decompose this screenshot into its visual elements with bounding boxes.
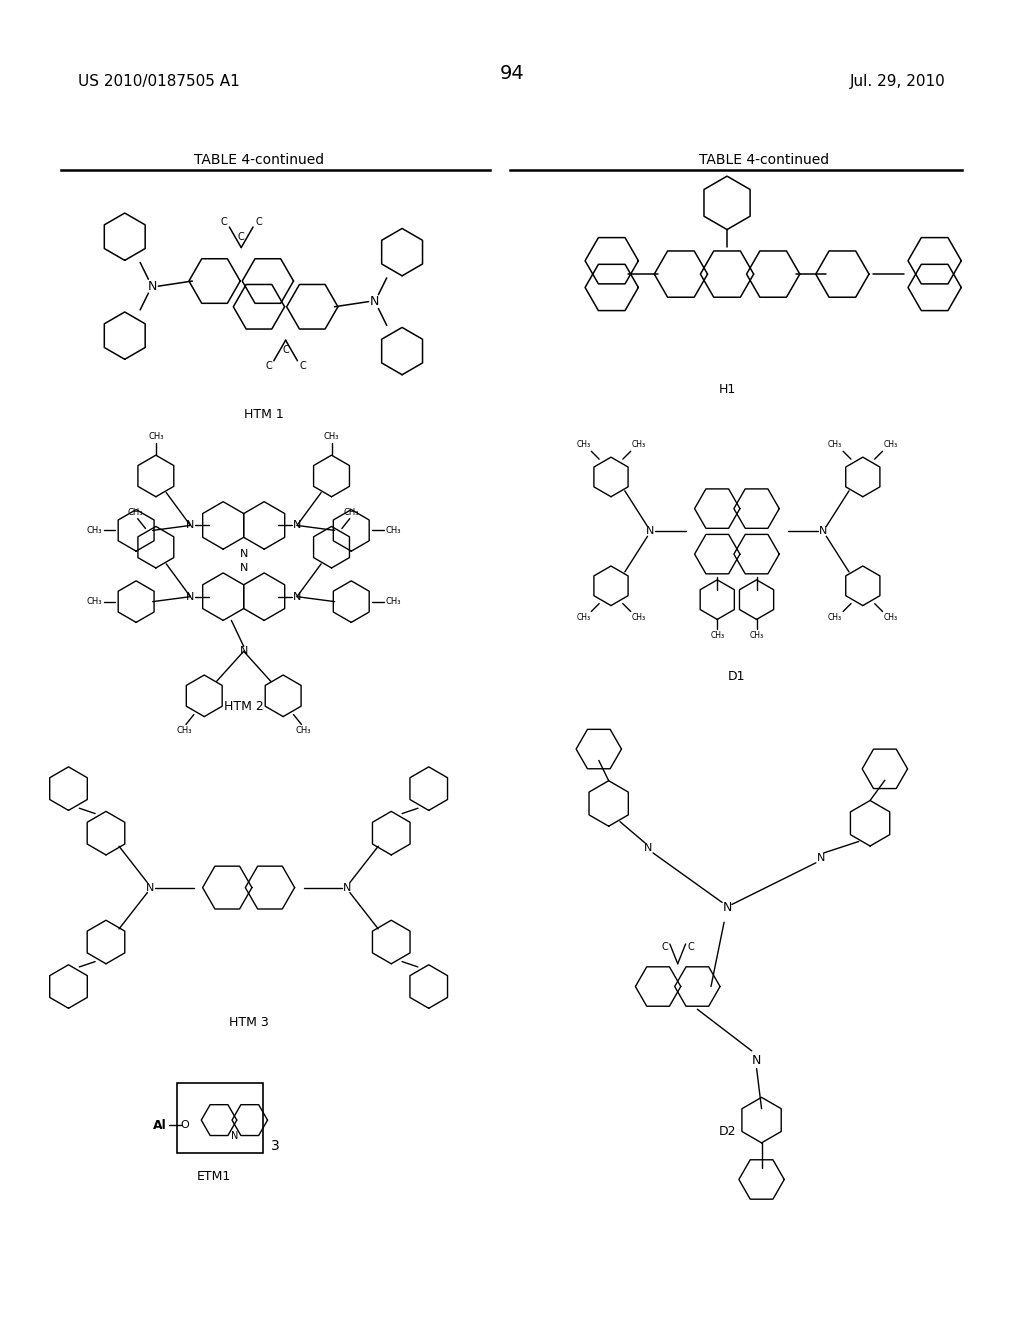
Text: N: N [370,296,379,308]
Text: C: C [283,346,289,355]
Text: CH₃: CH₃ [324,433,339,441]
Text: N: N [646,527,654,536]
Text: HTM 1: HTM 1 [244,408,284,421]
Text: O: O [180,1121,188,1130]
Text: N: N [147,280,157,293]
Text: Jul. 29, 2010: Jul. 29, 2010 [850,74,946,90]
Text: C: C [687,942,694,952]
Text: CH₃: CH₃ [750,631,764,640]
Text: CH₃: CH₃ [577,441,590,449]
Text: CH₃: CH₃ [632,614,646,623]
Text: N: N [240,549,248,558]
Text: CH₃: CH₃ [828,441,842,449]
Text: 3: 3 [271,1139,280,1152]
Text: CH₃: CH₃ [386,525,401,535]
Text: US 2010/0187505 A1: US 2010/0187505 A1 [78,74,240,90]
Text: N: N [230,1131,239,1142]
Text: C: C [662,942,668,952]
Text: CH₃: CH₃ [86,525,101,535]
Text: Al: Al [153,1118,167,1131]
Text: CH₃: CH₃ [828,614,842,623]
Text: N: N [240,564,248,573]
Text: TABLE 4-continued: TABLE 4-continued [699,153,829,168]
Text: N: N [343,883,351,892]
Text: CH₃: CH₃ [711,631,724,640]
Bar [176,1084,263,1152]
Text: N: N [293,520,301,531]
Text: CH₃: CH₃ [884,441,898,449]
Text: N: N [293,591,301,602]
Text: C: C [238,232,245,243]
Text: HTM 3: HTM 3 [228,1016,268,1030]
Text: ETM1: ETM1 [197,1170,231,1183]
Text: N: N [186,520,195,531]
Text: CH₃: CH₃ [176,726,191,735]
Text: CH₃: CH₃ [128,508,143,516]
Text: 94: 94 [500,65,524,83]
Text: CH₃: CH₃ [632,441,646,449]
Text: TABLE 4-continued: TABLE 4-continued [195,153,325,168]
Text: H1: H1 [719,383,735,396]
Text: N: N [722,900,732,913]
Text: N: N [816,853,825,863]
Text: CH₃: CH₃ [344,508,359,516]
Text: C: C [220,216,227,227]
Text: N: N [146,883,155,892]
Text: C: C [299,360,306,371]
Text: N: N [752,1055,761,1068]
Text: N: N [644,843,652,853]
Text: C: C [265,360,271,371]
Text: HTM 2: HTM 2 [224,700,263,713]
Text: N: N [186,591,195,602]
Text: CH₃: CH₃ [884,614,898,623]
Text: CH₃: CH₃ [386,597,401,606]
Text: D1: D1 [728,669,745,682]
Text: D2: D2 [718,1125,736,1138]
Text: N: N [240,647,248,656]
Text: CH₃: CH₃ [577,614,590,623]
Text: CH₃: CH₃ [86,597,101,606]
Text: CH₃: CH₃ [148,433,164,441]
Text: C: C [255,216,262,227]
Text: CH₃: CH₃ [296,726,311,735]
Text: N: N [819,527,827,536]
